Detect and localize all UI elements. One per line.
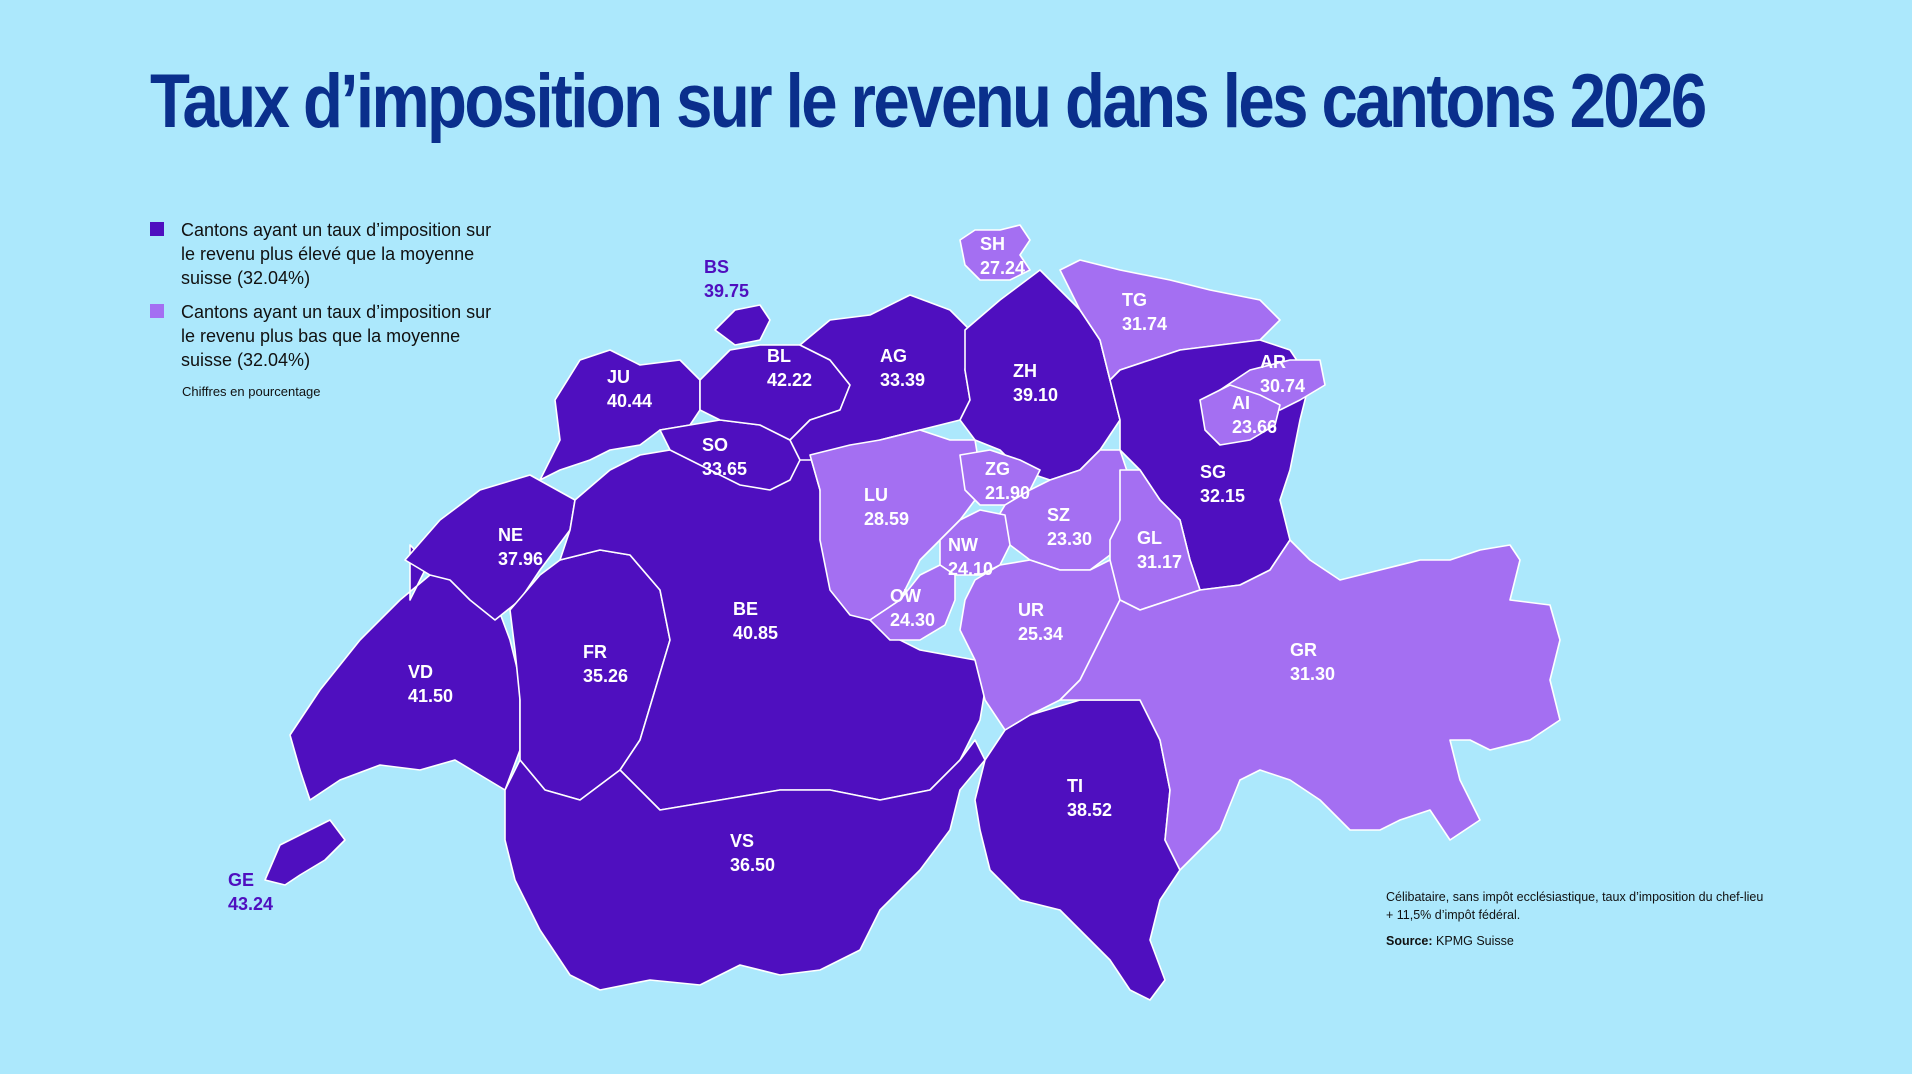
canton-label-zg: ZG xyxy=(985,459,1010,479)
canton-shape-gr xyxy=(1059,539,1561,871)
legend-item-below: Cantons ayant un taux d’imposition sur l… xyxy=(150,300,510,372)
legend-swatch-below xyxy=(150,304,164,318)
canton-label-sg: SG xyxy=(1200,462,1226,482)
canton-label-zh: ZH xyxy=(1013,361,1037,381)
canton-shape-vd xyxy=(289,544,521,801)
canton-rate-ar: 30.74 xyxy=(1260,376,1305,396)
canton-shape-ai xyxy=(1199,384,1281,446)
canton-label-ti: TI xyxy=(1067,776,1083,796)
canton-rate-zh: 39.10 xyxy=(1013,385,1058,405)
canton-label-nw: NW xyxy=(948,535,978,555)
canton-rate-vs: 36.50 xyxy=(730,855,775,875)
legend-item-above: Cantons ayant un taux d’imposition sur l… xyxy=(150,218,510,290)
canton-label-gr: GR xyxy=(1290,640,1317,660)
page-title: Taux d’imposition sur le revenu dans les… xyxy=(150,59,1707,144)
canton-rate-ge: 43.24 xyxy=(228,894,273,914)
canton-label-gl: GL xyxy=(1137,528,1162,548)
footnote: Célibataire, sans impôt ecclésiastique, … xyxy=(1386,890,1764,922)
canton-label-vs: VS xyxy=(730,831,754,851)
canton-shape-sh xyxy=(959,224,1031,281)
canton-rate-ow: 24.30 xyxy=(890,610,935,630)
canton-rate-gr: 31.30 xyxy=(1290,664,1335,684)
canton-shape-bs xyxy=(714,304,771,346)
canton-rate-gl: 31.17 xyxy=(1137,552,1182,572)
canton-label-tg: TG xyxy=(1122,290,1147,310)
canton-label-lu: LU xyxy=(864,485,888,505)
canton-rate-bl: 42.22 xyxy=(767,370,812,390)
canton-label-ow: OW xyxy=(890,586,921,606)
canton-rate-vd: 41.50 xyxy=(408,686,453,706)
canton-label-vd: VD xyxy=(408,662,433,682)
legend-note: Chiffres en pourcentage xyxy=(182,384,321,399)
canton-label-ne: NE xyxy=(498,525,523,545)
legend-label-below: Cantons ayant un taux d’imposition sur l… xyxy=(181,302,492,370)
canton-shape-vs xyxy=(504,739,986,991)
canton-shape-ti xyxy=(974,699,1181,1001)
canton-rate-ti: 38.52 xyxy=(1067,800,1112,820)
canton-rate-sz: 23.30 xyxy=(1047,529,1092,549)
canton-rate-fr: 35.26 xyxy=(583,666,628,686)
canton-label-so: SO xyxy=(702,435,728,455)
canton-label-ar: AR xyxy=(1260,352,1286,372)
legend: Cantons ayant un taux d’imposition sur l… xyxy=(150,218,510,399)
canton-label-sh: SH xyxy=(980,234,1005,254)
canton-shape-ow xyxy=(869,564,956,641)
canton-rate-ur: 25.34 xyxy=(1018,624,1063,644)
canton-label-fr: FR xyxy=(583,642,607,662)
canton-rate-tg: 31.74 xyxy=(1122,314,1167,334)
canton-rate-ai: 23.66 xyxy=(1232,417,1277,437)
canton-rate-zg: 21.90 xyxy=(985,483,1030,503)
canton-label-ag: AG xyxy=(880,346,907,366)
source-value: KPMG Suisse xyxy=(1436,934,1514,948)
canton-rate-sh: 27.24 xyxy=(980,258,1025,278)
canton-shape-ne xyxy=(404,474,576,621)
canton-rate-ag: 33.39 xyxy=(880,370,925,390)
canton-label-sz: SZ xyxy=(1047,505,1070,525)
canton-rate-bs: 39.75 xyxy=(704,281,749,301)
canton-label-be: BE xyxy=(733,599,758,619)
canton-rate-lu: 28.59 xyxy=(864,509,909,529)
source-label: Source: xyxy=(1386,934,1433,948)
canton-rate-so: 33.65 xyxy=(702,459,747,479)
source: Source: KPMG Suisse xyxy=(1386,934,1514,948)
legend-swatch-above xyxy=(150,222,164,236)
canton-rate-be: 40.85 xyxy=(733,623,778,643)
canton-rate-ne: 37.96 xyxy=(498,549,543,569)
legend-label-above: Cantons ayant un taux d’imposition sur l… xyxy=(181,220,492,288)
canton-rate-sg: 32.15 xyxy=(1200,486,1245,506)
canton-label-bs: BS xyxy=(704,257,729,277)
canton-label-ur: UR xyxy=(1018,600,1044,620)
canton-rate-ju: 40.44 xyxy=(607,391,652,411)
canton-rate-nw: 24.10 xyxy=(948,559,993,579)
canton-label-bl: BL xyxy=(767,346,791,366)
canton-label-ju: JU xyxy=(607,367,630,387)
canton-label-ai: AI xyxy=(1232,393,1250,413)
canton-shape-ge xyxy=(264,819,346,886)
canton-label-ge: GE xyxy=(228,870,254,890)
